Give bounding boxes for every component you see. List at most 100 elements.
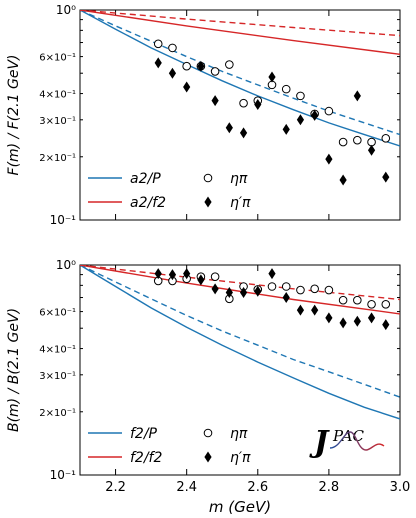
y-axis-label: F(m) / F(2.1 GeV)	[6, 55, 22, 176]
data-point-diamond	[197, 274, 205, 286]
y-tick-label: 10⁰	[56, 258, 76, 272]
data-point-circle	[381, 299, 391, 309]
legend-label: ηπ	[230, 171, 248, 187]
jpac-logo-j: J	[309, 425, 330, 460]
legend-marker-diamond	[204, 196, 212, 208]
data-point-circle	[338, 295, 348, 305]
data-point-circle	[182, 61, 191, 71]
x-tick-label: 2.4	[176, 480, 197, 495]
y-tick-label: 10⁻¹	[50, 468, 77, 482]
data-point-diamond	[239, 286, 248, 298]
legend-label: a2/f2	[130, 195, 166, 211]
data-point-circle	[296, 285, 305, 295]
data-point-diamond	[339, 317, 347, 329]
data-point-diamond	[382, 171, 390, 183]
curve-red-dashed	[80, 265, 400, 301]
data-point-circle	[296, 91, 305, 101]
data-point-diamond	[296, 304, 305, 316]
data-point-diamond	[225, 286, 233, 298]
curve-blue-dashed	[80, 265, 400, 398]
data-point-diamond	[325, 312, 333, 324]
data-point-diamond	[268, 268, 276, 280]
data-point-diamond	[339, 174, 347, 186]
jpac-logo: J PAC	[309, 425, 385, 460]
data-point-diamond	[211, 283, 219, 295]
data-point-diamond	[367, 312, 376, 324]
curves	[80, 10, 400, 147]
data-point-circle	[210, 272, 220, 281]
curve-blue-solid	[80, 10, 400, 147]
data-point-diamond	[211, 95, 219, 107]
legend-marker-circle	[203, 428, 213, 438]
data-point-diamond	[239, 127, 248, 139]
curve-red-dashed	[80, 10, 400, 37]
data-point-diamond	[254, 98, 262, 110]
data-point-circle	[324, 285, 334, 295]
data-point-circle	[353, 295, 362, 305]
data-point-diamond	[254, 285, 262, 297]
data-point-diamond	[325, 153, 333, 165]
data-point-diamond	[154, 57, 162, 69]
plot-frame	[79, 9, 401, 221]
data-point-circle	[225, 60, 234, 69]
data-point-diamond	[197, 60, 205, 72]
bottom-panel: 10⁰ 6×10⁻¹ 4×10⁻¹ 3×10⁻¹ 2×10⁻¹ 10⁻¹ 2.2 2.4 2.6…	[6, 258, 410, 495]
data-point-circle	[281, 282, 291, 291]
data-point-diamond	[282, 123, 290, 135]
data-point-diamond	[367, 144, 376, 156]
x-tick-label: 3.0	[390, 480, 411, 495]
data-point-diamond	[353, 315, 361, 327]
data-point-circle	[338, 137, 348, 147]
x-axis-label: m (GeV)	[209, 498, 271, 516]
data-point-circle	[210, 67, 220, 76]
y-tick-label: 4×10⁻¹	[39, 90, 76, 101]
curve-red-solid	[80, 10, 400, 55]
data-point-circle	[310, 284, 319, 294]
y-tick-label: 6×10⁻¹	[39, 53, 76, 64]
data-point-circle	[381, 133, 391, 143]
curves	[80, 265, 400, 420]
data-point-circle	[153, 39, 163, 49]
curve-blue-dashed	[80, 10, 400, 136]
y-tick-label: 6×10⁻¹	[39, 308, 76, 319]
legend-label: f2/P	[130, 426, 158, 442]
y-tick-label: 3×10⁻¹	[39, 116, 76, 127]
legend-label: ηπ	[230, 426, 248, 442]
data-point-diamond	[353, 90, 361, 102]
data-point-diamond	[382, 319, 390, 331]
legend-marker-diamond	[204, 451, 212, 463]
y-tick-label: 10⁰	[56, 3, 76, 17]
y-axis-label: B(m) / B(2.1 GeV)	[6, 308, 22, 432]
data-point-circle	[324, 106, 334, 116]
data-point-diamond	[311, 304, 319, 316]
data-point-diamond	[282, 292, 290, 304]
plot-frame	[79, 264, 401, 476]
data-point-diamond	[168, 67, 177, 79]
data-point-diamond	[183, 268, 191, 280]
legend-label: η′π	[230, 195, 251, 211]
x-tick-label: 2.6	[247, 480, 268, 495]
data-point-circle	[281, 84, 291, 94]
legend-label: f2/f2	[130, 450, 162, 466]
x-tick-label: 2.8	[319, 480, 340, 495]
y-tick-label: 3×10⁻¹	[39, 371, 76, 382]
top-panel: 10⁰ 6×10⁻¹ 4×10⁻¹ 3×10⁻¹ 2×10⁻¹ 10⁻¹ F(m) / F(…	[6, 3, 401, 227]
data-point-diamond	[225, 122, 233, 134]
x-tick-label: 2.2	[105, 480, 126, 495]
legend-marker-circle	[203, 173, 213, 183]
y-tick-label: 10⁻¹	[50, 213, 77, 227]
curve-blue-solid	[80, 265, 400, 420]
data-point-diamond	[296, 114, 305, 126]
data-point-circle	[239, 98, 248, 108]
y-tick-label: 2×10⁻¹	[39, 153, 76, 164]
y-tick-label: 4×10⁻¹	[39, 345, 76, 356]
y-tick-label: 2×10⁻¹	[39, 408, 76, 419]
data-point-diamond	[168, 269, 177, 281]
data-point-diamond	[154, 268, 162, 280]
jpac-logo-curve	[329, 431, 385, 451]
data-point-diamond	[268, 71, 276, 83]
data-point-diamond	[183, 81, 191, 93]
data-point-circle	[267, 282, 277, 291]
data-point-circle	[353, 135, 362, 145]
